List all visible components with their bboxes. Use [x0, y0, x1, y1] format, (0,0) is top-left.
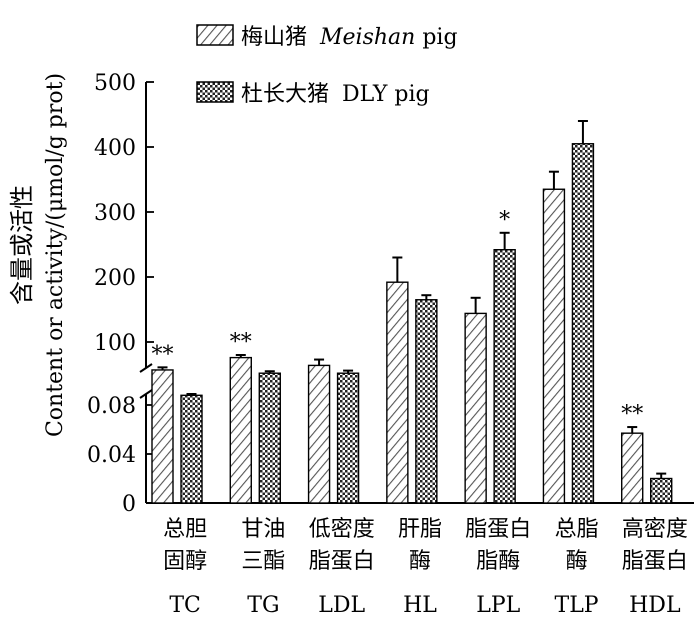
y-tick-label-upper: 300	[94, 201, 136, 226]
legend-label-dly: 杜长大猪 DLY pig	[241, 82, 430, 107]
x-label-cn: 三酯	[241, 549, 285, 574]
bar-dly-tg	[258, 372, 281, 504]
y-tick-label-upper: 500	[94, 71, 136, 96]
x-label-en: HDL	[629, 593, 681, 618]
bar-meishan-hdl	[621, 432, 644, 504]
x-label-cn: 酶	[566, 549, 588, 574]
x-label-cn: 脂蛋白	[465, 517, 531, 542]
y-tick-label-lower: 0	[122, 492, 136, 517]
significance-marker: *	[499, 208, 510, 233]
legend-label-meishan: 梅山猪 Meishan pig	[241, 25, 458, 50]
x-label-en: LPL	[476, 593, 520, 618]
bar-dly-tc	[180, 394, 203, 504]
significance-marker: **	[621, 402, 643, 427]
x-label-cn: 脂蛋白	[622, 549, 688, 574]
x-label-cn: 脂蛋白	[309, 549, 375, 574]
x-label-cn: 高密度	[622, 517, 688, 542]
x-label-cn: 肝脂	[398, 517, 442, 542]
x-axis-labels: 总胆固醇TC甘油三酯TG低密度脂蛋白LDL肝脂酶HL脂蛋白脂酶LPL总脂酶TLP…	[163, 517, 688, 618]
y-tick-label-lower: 0.04	[87, 443, 136, 468]
x-label-cn: 总胆	[163, 517, 207, 542]
bar-dly-lpl	[493, 248, 516, 504]
bar-meishan-lpl	[464, 312, 487, 504]
legend-swatch-meishan	[196, 24, 234, 46]
x-label-en: HL	[403, 593, 437, 618]
x-label-en: LDL	[318, 593, 365, 618]
bar-meishan-ldl	[307, 364, 331, 504]
x-label-cn: 固醇	[163, 549, 207, 574]
bar-meishan-tlp	[542, 188, 566, 504]
y-tick-label-upper: 200	[94, 266, 136, 291]
x-label-en: TG	[247, 593, 279, 618]
y-axis-title-en: Content or activity/(μmol/g prot)	[43, 73, 68, 437]
x-label-cn: 甘油	[241, 517, 285, 542]
y-axis-title-cn: 含量或活性	[8, 185, 36, 305]
bar-meishan-tc	[151, 369, 174, 504]
bar-dly-ldl	[336, 372, 360, 504]
bar-dly-tlp	[571, 143, 595, 504]
legend-swatch-dly	[196, 81, 234, 103]
x-label-en: TC	[169, 593, 201, 618]
axis-break-mark	[139, 363, 153, 399]
x-label-en: TLP	[555, 593, 599, 618]
bar-dly-hdl	[650, 477, 673, 504]
y-tick-label-lower: 0.08	[87, 394, 136, 419]
x-label-cn: 酶	[409, 549, 431, 574]
x-label-cn: 总脂	[555, 517, 599, 542]
bar-meishan-tg	[229, 356, 252, 504]
bar-dly-hl	[415, 299, 438, 504]
significance-marker: **	[230, 330, 252, 355]
x-label-cn: 脂酶	[476, 549, 520, 574]
significance-marker: **	[152, 342, 174, 367]
y-tick-label-upper: 400	[94, 136, 136, 161]
x-label-cn: 低密度	[309, 517, 375, 542]
bars: ** *****	[151, 120, 673, 504]
legend-label-meishan-latin: Meishan	[319, 25, 415, 50]
bar-meishan-hl	[386, 281, 409, 504]
legend: 梅山猪 Meishan pig 杜长大猪 DLY pig	[196, 24, 458, 107]
y-tick-label-upper: 100	[94, 331, 136, 356]
